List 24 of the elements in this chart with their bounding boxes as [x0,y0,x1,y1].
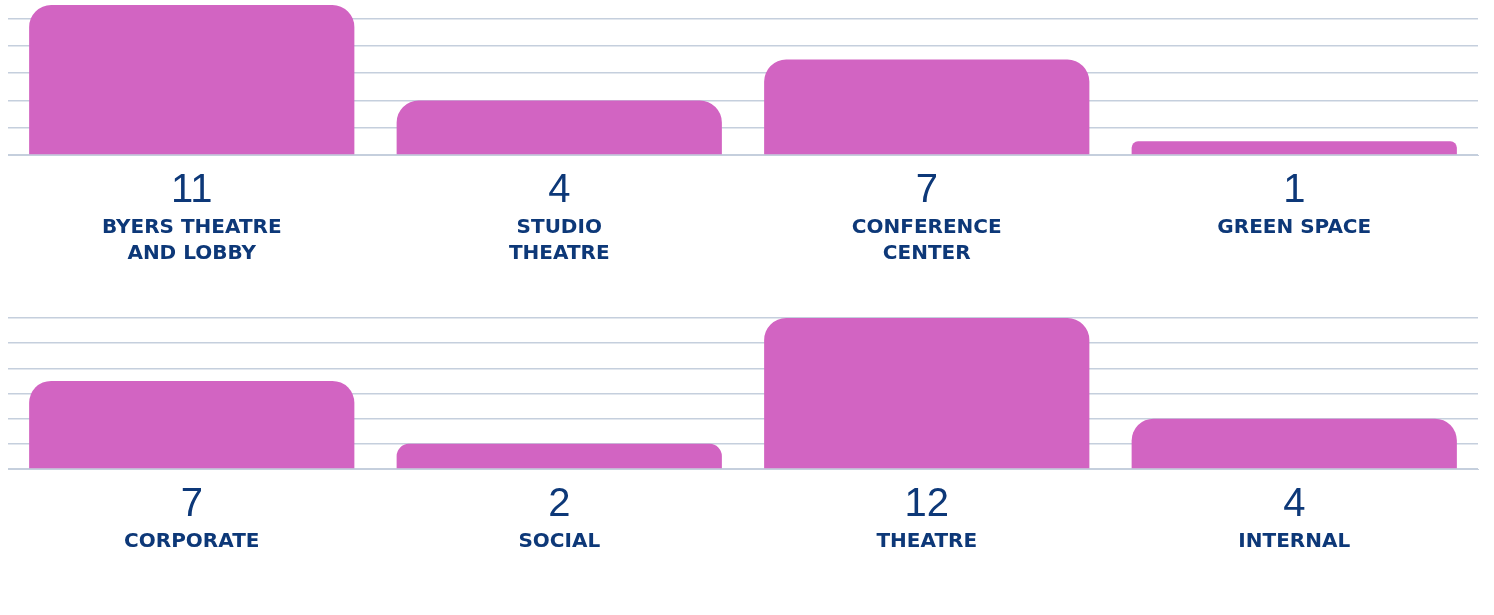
data-label: 12 [904,480,949,525]
bar [1131,141,1457,155]
data-label: 4 [548,166,571,211]
bar [29,380,355,469]
data-label: 7 [915,166,938,211]
bar [764,59,1090,155]
data-label: 1 [1283,166,1306,211]
data-label: 4 [1283,480,1306,525]
data-label: 7 [180,480,203,525]
x-tick-label: BYERS THEATRE AND LOBBY [101,214,282,265]
x-tick-label: INTERNAL [1238,528,1351,553]
x-tick-label: STUDIO THEATRE [508,214,610,265]
bar [29,5,355,155]
x-tick-label: GREEN SPACE [1217,214,1372,239]
x-tick-label: SOCIAL [518,528,601,553]
bar [764,318,1090,469]
bar [396,443,722,469]
x-tick-label: CORPORATE [124,528,260,553]
bar [396,100,722,155]
data-label: 11 [170,166,213,211]
x-tick-label: THEATRE [876,528,978,553]
x-tick-label: CONFERENCE CENTER [851,214,1002,265]
bar [1131,418,1457,469]
data-label: 2 [548,480,571,525]
